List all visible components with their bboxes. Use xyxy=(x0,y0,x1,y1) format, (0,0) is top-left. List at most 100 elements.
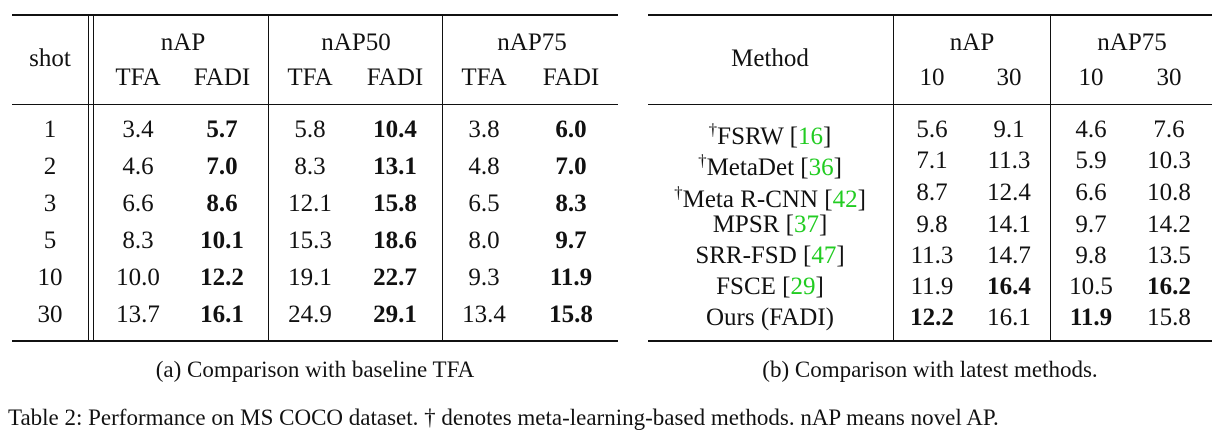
table-a-cell-best: 8.3 xyxy=(555,190,587,217)
table-b-cell: 13.5 xyxy=(1147,242,1191,269)
table-a-cell-best: 7.0 xyxy=(555,153,587,180)
method-label: SRR-FSD xyxy=(695,242,804,269)
table-a-cell: 8.3 xyxy=(122,227,154,254)
table-a-cell: 3.8 xyxy=(468,116,500,143)
table-b-cell-best: 12.2 xyxy=(910,304,954,331)
table-a-cell: 8.3 xyxy=(294,153,326,180)
table-b-cell: 9.8 xyxy=(1075,242,1107,269)
citation-link[interactable]: 47 xyxy=(811,242,837,269)
table-b-cell: 16.1 xyxy=(987,304,1031,331)
table-b-header-rule xyxy=(648,104,1212,105)
method-name: SRR-FSD [47] xyxy=(695,242,845,269)
table-a-cell: 24.9 xyxy=(288,301,332,328)
citation-link[interactable]: 37 xyxy=(793,211,819,238)
table-a-header-shot: shot xyxy=(29,45,71,72)
table-a-cell: 9.3 xyxy=(468,264,500,291)
method-name: †Meta R-CNN [42] xyxy=(674,183,866,213)
table-b-bottom-rule xyxy=(648,340,1212,342)
table-a-cell-best: 29.1 xyxy=(373,301,417,328)
citation-link[interactable]: 42 xyxy=(832,186,858,213)
table-b-cell: 10.5 xyxy=(1069,273,1113,300)
table-b-cell: 5.6 xyxy=(916,116,948,143)
table-b-cell: 14.2 xyxy=(1147,211,1191,238)
table-b-caption: (b) Comparison with latest methods. xyxy=(762,357,1098,382)
table-b-cell: 9.1 xyxy=(993,116,1025,143)
table-a-cell: 6.5 xyxy=(468,190,500,217)
method-name: FSCE [29] xyxy=(716,273,824,300)
table-a-header-nap50: nAP50 xyxy=(321,29,391,56)
table-a-cell: 3.4 xyxy=(122,116,154,143)
citation-link[interactable]: 29 xyxy=(790,273,816,300)
table-b-cell: 14.1 xyxy=(987,211,1031,238)
table-b-cell: 15.8 xyxy=(1147,304,1191,331)
table-b-top-rule xyxy=(648,14,1212,16)
table-b-cell: 10.8 xyxy=(1147,179,1191,206)
table-a-cell-best: 7.0 xyxy=(206,153,238,180)
table-a-divider-shot-1 xyxy=(88,16,89,340)
table-b-cell-best: 16.4 xyxy=(987,273,1031,300)
table-a-cell-best: 13.1 xyxy=(373,153,417,180)
table-b-cell: 11.3 xyxy=(910,242,954,269)
table-b-cell: 6.6 xyxy=(1075,179,1107,206)
table-a-cell-shot: 1 xyxy=(43,116,57,143)
method-label: MetaDet xyxy=(706,154,801,181)
table-b-cell-best: 11.9 xyxy=(1069,304,1113,331)
method-label: Meta R-CNN xyxy=(682,186,825,213)
table-a-sub-fadi: FADI xyxy=(542,64,600,91)
table-b-cell: 9.7 xyxy=(1075,211,1107,238)
table-a-cell-best: 11.9 xyxy=(549,264,593,291)
table-b-cell: 11.3 xyxy=(987,147,1031,174)
method-name: Ours (FADI) xyxy=(650,303,890,333)
citation-link[interactable]: 16 xyxy=(798,123,823,150)
table-a-cell-best: 10.1 xyxy=(200,227,244,254)
dagger-mark: † xyxy=(698,151,707,170)
table-a-divider-nap50 xyxy=(442,16,443,340)
table-a-sub-fadi: FADI xyxy=(193,64,251,91)
table-a-sub-tfa: TFA xyxy=(115,64,161,91)
table-a-header-nap75: nAP75 xyxy=(497,29,567,56)
table-b-cell: 4.6 xyxy=(1075,116,1107,143)
method-label: Ours (FADI) xyxy=(706,304,834,331)
table-a-sub-tfa: TFA xyxy=(287,64,333,91)
table-b-sub-30: 30 xyxy=(1156,64,1182,91)
table-a-cell-best: 5.7 xyxy=(206,116,238,143)
method-label: FSRW xyxy=(717,123,790,150)
table-a-bottom-rule xyxy=(12,340,618,342)
table-a-sub-fadi: FADI xyxy=(366,64,424,91)
table-b-header-nap75: nAP75 xyxy=(1097,29,1167,56)
table-a-cell-best: 9.7 xyxy=(555,227,587,254)
table-b-sub-10: 10 xyxy=(1078,64,1104,91)
table-b-cell: 5.9 xyxy=(1075,147,1107,174)
table-a-cell: 4.6 xyxy=(122,153,154,180)
table-a-cell-best: 22.7 xyxy=(373,264,417,291)
table-a-cell-best: 10.4 xyxy=(373,116,417,143)
table-b-cell-best: 16.2 xyxy=(1147,273,1191,300)
table-b-cell: 7.1 xyxy=(916,147,948,174)
table-b-sub-10: 10 xyxy=(919,64,945,91)
table-a-cell: 6.6 xyxy=(122,190,154,217)
table-a-caption: (a) Comparison with baseline TFA xyxy=(155,357,475,382)
table-b-cell: 12.4 xyxy=(987,179,1031,206)
table-a-cell: 13.7 xyxy=(116,301,160,328)
table-b-cell: 8.7 xyxy=(916,179,948,206)
method-name: †FSRW [16] xyxy=(708,120,832,150)
table-a-cell: 8.0 xyxy=(468,227,500,254)
table-a-cell-best: 8.6 xyxy=(206,190,238,217)
table-a-cell-best: 12.2 xyxy=(200,264,244,291)
table-a-cell-best: 15.8 xyxy=(549,301,593,328)
citation-link[interactable]: 36 xyxy=(808,154,834,181)
table-a-cell-shot: 30 xyxy=(37,301,63,328)
table-b-cell: 11.9 xyxy=(910,273,954,300)
table-a-top-rule xyxy=(12,14,618,16)
table-a-cell: 13.4 xyxy=(462,301,506,328)
method-label: FSCE xyxy=(716,273,783,300)
table-a-header-rule xyxy=(12,104,618,105)
table-b-cell: 10.3 xyxy=(1147,147,1191,174)
table-a-cell-shot: 3 xyxy=(43,190,57,217)
table-a-cell-best: 16.1 xyxy=(200,301,244,328)
table-a-cell-shot: 10 xyxy=(37,264,63,291)
table-a-header-nap: nAP xyxy=(160,29,206,56)
table-b-divider-method xyxy=(893,16,894,340)
table-b-header-method: Method xyxy=(731,45,809,72)
table-a-cell-best: 18.6 xyxy=(373,227,417,254)
